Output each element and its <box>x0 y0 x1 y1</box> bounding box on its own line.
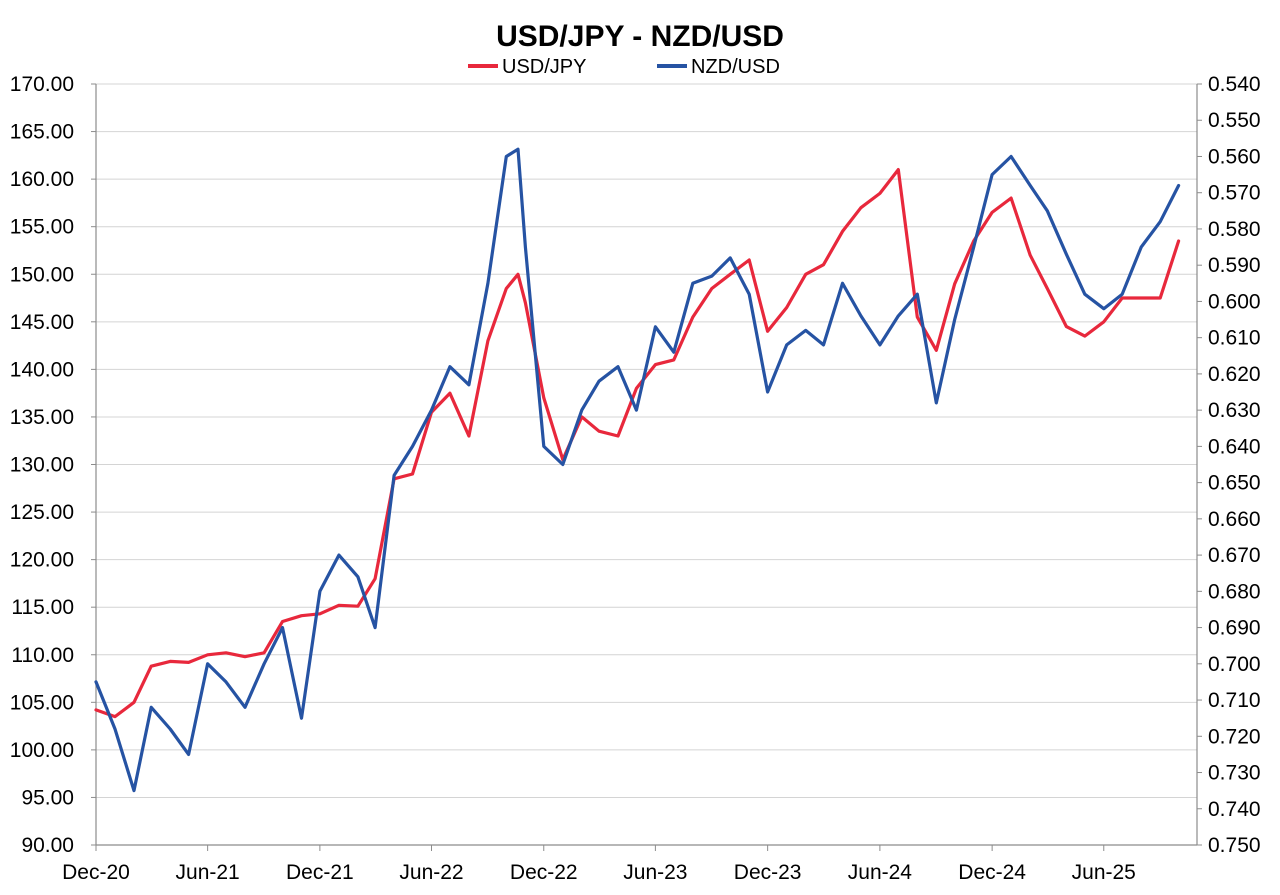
right-tick-label: 0.620 <box>1208 363 1261 386</box>
left-tick-label: 115.00 <box>11 596 74 619</box>
left-tick-label: 105.00 <box>10 691 74 714</box>
legend-label-usdjpy: USD/JPY <box>502 56 586 78</box>
left-tick-label: 125.00 <box>10 501 74 524</box>
x-tick-label: Dec-23 <box>734 861 802 884</box>
x-tick-label: Jun-21 <box>176 861 240 884</box>
x-tick-label: Jun-24 <box>848 861 913 884</box>
right-tick-label: 0.660 <box>1208 508 1261 531</box>
x-tick-label: Jun-23 <box>623 861 687 884</box>
x-tick-label: Jun-25 <box>1072 861 1136 884</box>
x-tick-label: Dec-24 <box>958 861 1026 884</box>
right-tick-label: 0.610 <box>1208 327 1261 350</box>
right-axis-ticks: 0.540 0.550 0.560 0.570 0.580 0.590 0.600 0.610… <box>1197 73 1261 857</box>
left-tick-label: 135.00 <box>10 406 74 429</box>
left-tick-label: 90.00 <box>21 834 74 857</box>
left-tick-label: 95.00 <box>21 786 74 809</box>
legend-label-nzdusd: NZD/USD <box>691 56 780 78</box>
right-tick-label: 0.670 <box>1208 544 1261 567</box>
right-tick-label: 0.690 <box>1208 617 1261 640</box>
left-tick-label: 140.00 <box>10 358 74 381</box>
left-tick-label: 110.00 <box>11 644 74 667</box>
right-tick-label: 0.730 <box>1208 762 1261 785</box>
right-tick-label: 0.680 <box>1208 580 1261 603</box>
left-tick-label: 170.00 <box>10 73 74 96</box>
x-tick-label: Dec-20 <box>62 861 130 884</box>
series-line-usdjpy <box>94 168 1181 719</box>
gridlines <box>96 83 1197 798</box>
x-tick-label: Dec-22 <box>510 861 578 884</box>
left-tick-label: 150.00 <box>10 263 74 286</box>
right-tick-label: 0.540 <box>1208 73 1261 96</box>
legend: USD/JPY NZD/USD <box>468 56 780 78</box>
right-tick-label: 0.590 <box>1208 254 1261 277</box>
right-tick-label: 0.640 <box>1208 435 1261 458</box>
right-tick-label: 0.580 <box>1208 218 1261 241</box>
left-tick-label: 160.00 <box>10 168 74 191</box>
right-tick-label: 0.700 <box>1208 653 1261 676</box>
right-tick-label: 0.720 <box>1208 725 1261 748</box>
left-tick-label: 145.00 <box>10 311 74 334</box>
x-tick-label: Dec-21 <box>286 861 354 884</box>
left-tick-label: 130.00 <box>10 454 74 477</box>
left-tick-label: 165.00 <box>10 121 74 144</box>
left-tick-label: 100.00 <box>10 739 74 762</box>
x-axis-ticks: Dec-20 Jun-21 Dec-21 Jun-22 Dec-22 Jun-23 Dec-… <box>62 845 1136 884</box>
left-tick-label: 155.00 <box>10 216 74 239</box>
x-tick-label: Jun-22 <box>399 861 463 884</box>
right-tick-label: 0.630 <box>1208 399 1261 422</box>
right-tick-label: 0.710 <box>1208 689 1261 712</box>
chart-title: USD/JPY - NZD/USD <box>496 20 784 53</box>
right-tick-label: 0.750 <box>1208 834 1261 857</box>
series-lines <box>94 147 1181 793</box>
left-axis-ticks: 90.00 95.00 100.00 105.00 110.00 115.00 120.00… <box>10 73 96 857</box>
right-tick-label: 0.570 <box>1208 182 1261 205</box>
left-tick-label: 120.00 <box>10 549 74 572</box>
series-line-nzdusd <box>94 147 1181 793</box>
right-tick-label: 0.600 <box>1208 290 1261 313</box>
right-tick-label: 0.560 <box>1208 145 1261 168</box>
right-tick-label: 0.550 <box>1208 109 1261 132</box>
right-tick-label: 0.740 <box>1208 798 1261 821</box>
right-tick-label: 0.650 <box>1208 472 1261 495</box>
